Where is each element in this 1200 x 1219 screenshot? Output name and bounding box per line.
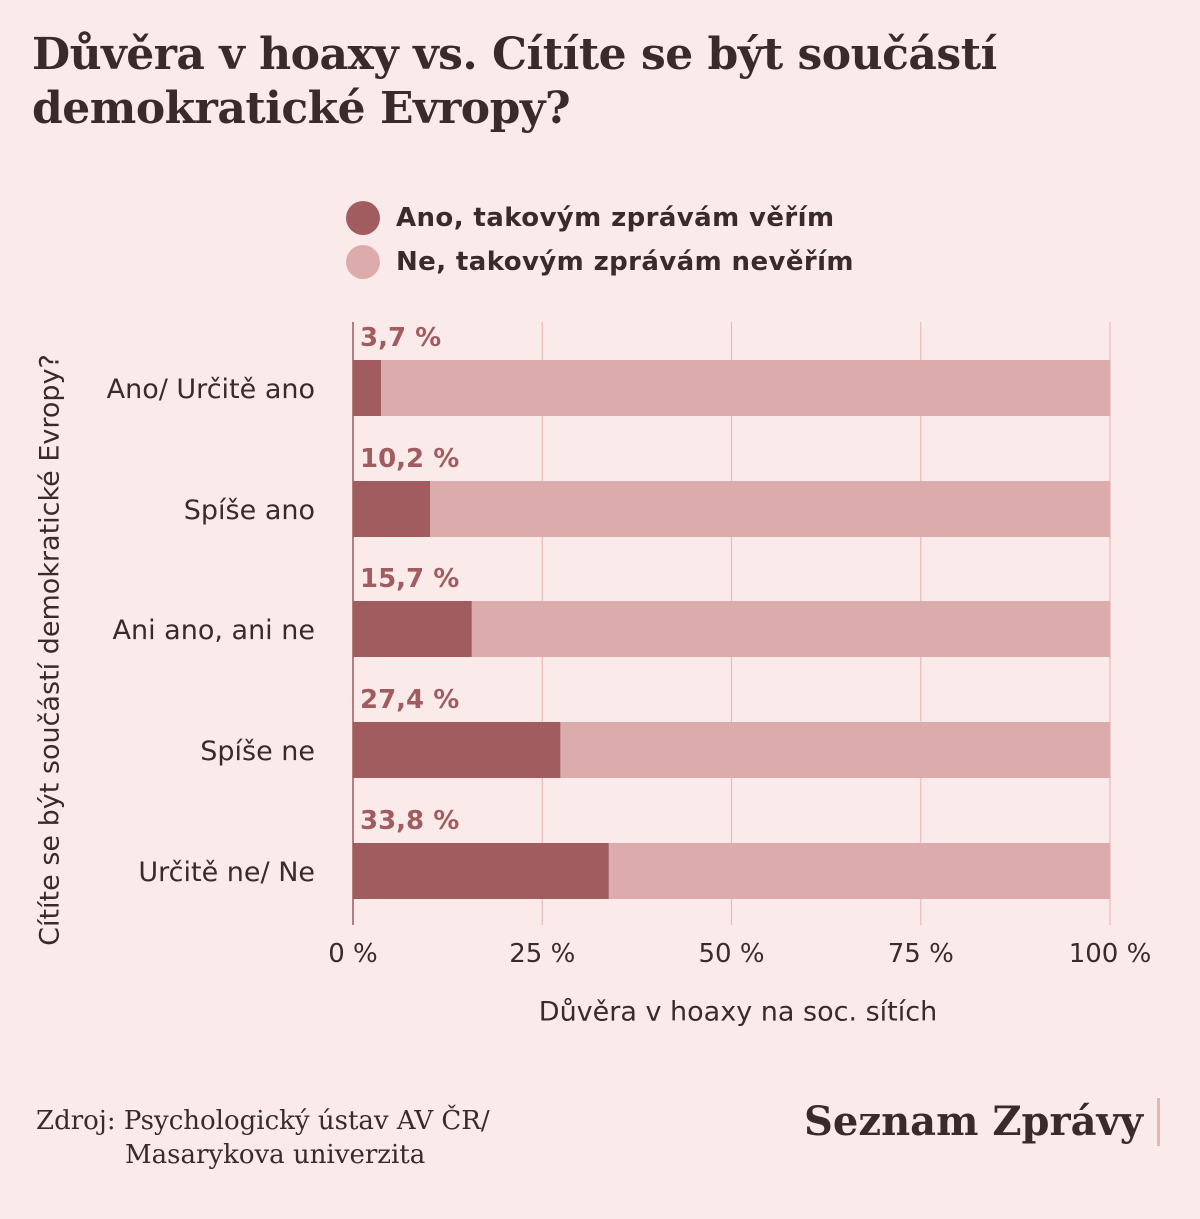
data-label-1: 10,2 % [360,444,459,474]
bar-yes-3 [353,722,561,778]
x-tick-label-4: 100 % [1069,939,1152,969]
x-axis-label: Důvěra v hoaxy na soc. sítích [538,996,938,1028]
category-label-2: Ani ano, ani ne [113,615,315,646]
x-tick-label-0: 0 % [328,939,378,969]
bar-yes-2 [353,601,472,657]
legend-item-yes: Ano, takovým zprávám věřím [346,196,854,240]
legend-item-no: Ne, takovým zprávám nevěřím [346,240,854,284]
bar-no-4 [608,843,1110,899]
chart-title: Důvěra v hoaxy vs. Cítíte se být součást… [32,29,997,134]
bar-yes-4 [353,843,609,899]
category-label-4: Určitě ne/ Ne [138,857,315,888]
category-label-1: Spíše ano [184,495,315,526]
legend-label-yes: Ano, takovým zprávám věřím [396,203,835,233]
x-tick-label-3: 75 % [888,939,954,969]
brand-logo: Seznam Zprávy [804,1098,1160,1146]
legend-swatch-no [346,245,380,279]
data-label-3: 27,4 % [360,685,459,715]
bar-no-3 [560,722,1110,778]
legend-swatch-yes [346,201,380,235]
bar-no-2 [471,601,1110,657]
bar-yes-0 [353,360,382,416]
legend-label-no: Ne, takovým zprávám nevěřím [396,247,854,277]
source-line-2: Masarykova univerzita [125,1140,426,1170]
x-tick-label-1: 25 % [509,939,575,969]
bar-no-1 [430,481,1110,537]
bar-yes-1 [353,481,431,537]
data-label-2: 15,7 % [360,564,459,594]
data-label-0: 3,7 % [360,323,441,353]
x-tick-label-2: 50 % [698,939,764,969]
data-label-4: 33,8 % [360,806,459,836]
source-note: Zdroj: Psychologický ústav AV ČR/ Masary… [36,1104,490,1172]
bar-no-0 [381,360,1110,416]
legend: Ano, takovým zprávám věřím Ne, takovým z… [346,196,854,284]
source-line-1: Zdroj: Psychologický ústav AV ČR/ [36,1106,490,1136]
category-label-0: Ano/ Určitě ano [107,374,315,405]
category-label-3: Spíše ne [200,736,315,767]
